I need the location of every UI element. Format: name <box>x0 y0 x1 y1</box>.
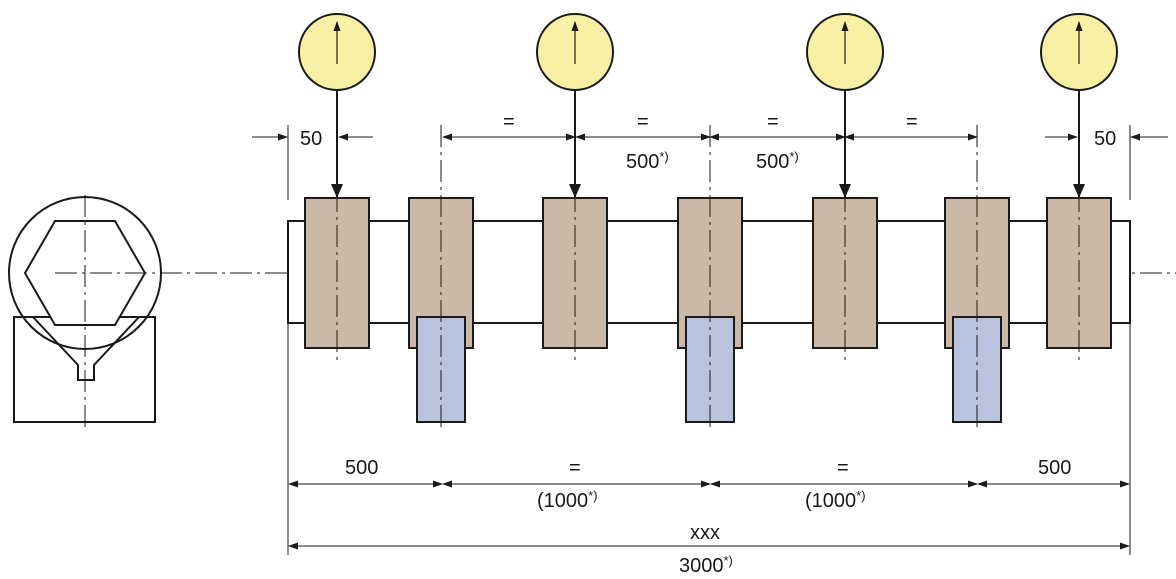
dim-support-equal-2: = <box>837 457 849 479</box>
bottom-dimensions: 500 500 = = (1000*) (1000*) xxx 3000*) <box>287 323 1131 577</box>
supports <box>416 316 1002 423</box>
dim-overall-var: xxx <box>690 522 720 544</box>
dial-indicator-icon <box>536 13 614 91</box>
dim-support-end-right: 500 <box>1038 457 1071 479</box>
section-view <box>8 195 162 432</box>
dim-support-pitch-1: (1000*) <box>537 488 598 512</box>
dial-indicator-icon <box>298 13 376 91</box>
centerlines <box>336 125 1080 432</box>
dim-end-right: 50 <box>1094 128 1116 150</box>
top-dimensions: 50 50 = = = = 500*) 500*) <box>252 111 1168 200</box>
dim-overall: 3000*) <box>679 553 733 577</box>
dim-support-end-left: 500 <box>345 457 378 479</box>
dial-indicators <box>298 13 1118 198</box>
dim-support-equal-1: = <box>569 457 581 479</box>
dim-half-pitch-2: 500*) <box>756 149 799 173</box>
dial-indicator-icon <box>806 13 884 91</box>
dim-equal-3: = <box>767 111 779 133</box>
dim-equal-2: = <box>637 111 649 133</box>
support-block-3 <box>952 316 1002 423</box>
dial-indicator-icon <box>1040 13 1118 91</box>
dim-end-left: 50 <box>300 128 322 150</box>
dim-half-pitch-1: 500*) <box>626 149 669 173</box>
dim-equal-4: = <box>906 111 918 133</box>
dim-equal-1: = <box>503 111 515 133</box>
dim-support-pitch-2: (1000*) <box>805 488 866 512</box>
